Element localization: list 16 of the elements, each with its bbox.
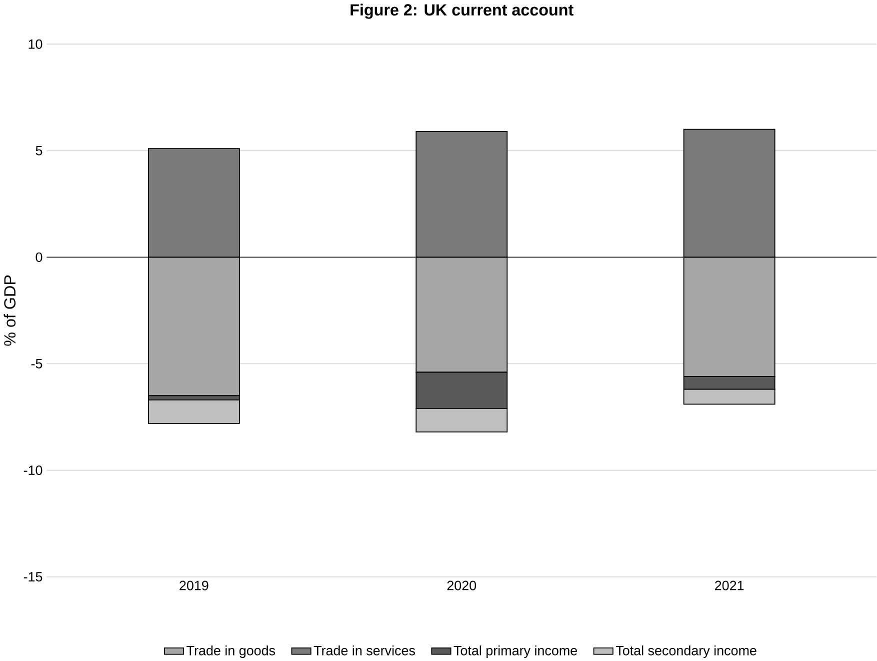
x-tick-label: 2020 [447, 580, 476, 590]
y-tick-label: -10 [24, 465, 42, 475]
legend-label: Total primary income [454, 645, 578, 658]
chart-title: Figure 2: UK current account [350, 4, 574, 19]
bar [148, 399, 240, 424]
y-tick-label: 10 [28, 39, 42, 49]
x-tick-label: 2021 [715, 580, 744, 590]
y-tick-label: 5 [36, 146, 42, 156]
x-tick-label: 2019 [180, 580, 208, 590]
legend-label: Total secondary income [616, 645, 756, 658]
y-tick-label: -15 [24, 572, 42, 582]
legend-label: Trade in services [314, 645, 415, 656]
y-tick-label: 0 [36, 252, 42, 262]
y-axis-title: % of GDP [4, 275, 16, 346]
y-tick-label: -5 [31, 358, 42, 368]
legend-label: Trade in goods [186, 645, 276, 658]
